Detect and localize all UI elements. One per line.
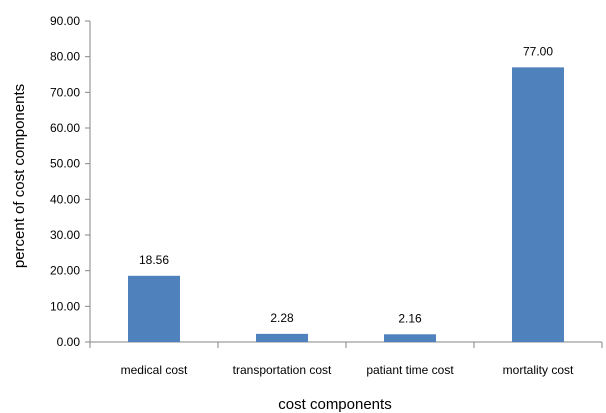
category-label: medical cost xyxy=(121,363,188,377)
y-tick-label: 80.00 xyxy=(50,50,80,64)
y-tick-label: 0.00 xyxy=(57,335,81,349)
bar xyxy=(128,275,180,342)
y-axis-ticks: 0.00 10.00 20.00 30.00 40.00 50.00 60.00 70.00 8… xyxy=(50,14,90,349)
bar xyxy=(512,67,564,342)
y-tick-label: 90.00 xyxy=(50,14,80,28)
bars-group xyxy=(128,67,564,342)
y-tick-label: 50.00 xyxy=(50,157,80,171)
bar-value-label: 2.16 xyxy=(398,311,422,325)
y-tick-label: 30.00 xyxy=(50,228,80,242)
category-label: transportation cost xyxy=(233,363,332,377)
bar-value-label: 77.00 xyxy=(523,44,553,58)
y-tick-label: 60.00 xyxy=(50,121,80,135)
x-axis-title: cost components xyxy=(278,396,391,413)
y-tick-label: 70.00 xyxy=(50,85,80,99)
y-axis-title: percent of cost components xyxy=(11,84,28,268)
y-tick-label: 40.00 xyxy=(50,192,80,206)
bar-value-label: 18.56 xyxy=(139,253,169,267)
category-label: patiant time cost xyxy=(366,363,454,377)
category-labels-group: medical cost transportation cost patiant t… xyxy=(121,363,574,377)
category-label: mortality cost xyxy=(503,363,574,377)
x-axis-ticks xyxy=(89,342,603,348)
y-tick-label: 10.00 xyxy=(50,299,80,313)
y-tick-label: 20.00 xyxy=(50,264,80,278)
value-labels-group: 18.56 2.28 2.16 77.00 xyxy=(139,44,553,325)
bar-value-label: 2.28 xyxy=(270,311,294,325)
bar xyxy=(384,334,436,342)
bar xyxy=(256,333,308,342)
